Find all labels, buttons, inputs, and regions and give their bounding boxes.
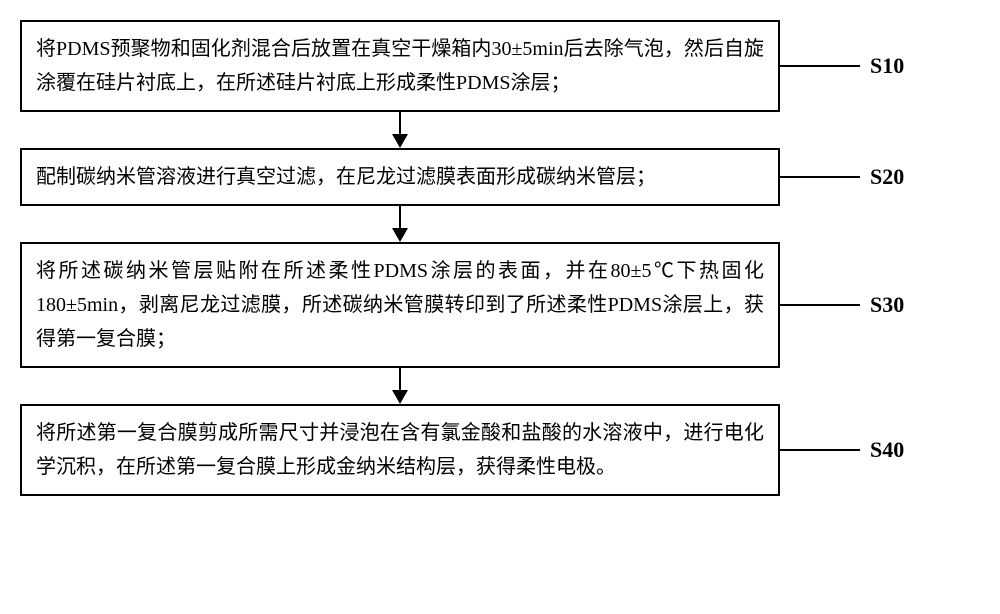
step-label: S20 (870, 164, 904, 190)
step-label: S40 (870, 437, 904, 463)
step-box-s40: 将所述第一复合膜剪成所需尺寸并浸泡在含有氯金酸和盐酸的水溶液中，进行电化学沉积，… (20, 404, 780, 496)
step-text: 配制碳纳米管溶液进行真空过滤，在尼龙过滤膜表面形成碳纳米管层； (36, 166, 656, 188)
label-connector: S30 (780, 292, 904, 318)
arrow-down (20, 368, 780, 404)
connector-line (780, 65, 860, 67)
flow-row: 配制碳纳米管溶液进行真空过滤，在尼龙过滤膜表面形成碳纳米管层； S20 (20, 148, 980, 206)
arrow-head-icon (392, 228, 408, 242)
connector-line (780, 449, 860, 451)
arrow-line (399, 368, 401, 390)
arrow-head-icon (392, 390, 408, 404)
arrow-line (399, 206, 401, 228)
connector-line (780, 176, 860, 178)
step-text: 将所述第一复合膜剪成所需尺寸并浸泡在含有氯金酸和盐酸的水溶液中，进行电化学沉积，… (36, 422, 764, 478)
flowchart-container: 将PDMS预聚物和固化剂混合后放置在真空干燥箱内30±5min后去除气泡，然后自… (20, 20, 980, 496)
step-box-s20: 配制碳纳米管溶液进行真空过滤，在尼龙过滤膜表面形成碳纳米管层； (20, 148, 780, 206)
flow-row: 将所述碳纳米管层贴附在所述柔性PDMS涂层的表面，并在80±5℃下热固化180±… (20, 242, 980, 368)
arrow-head-icon (392, 134, 408, 148)
step-text: 将所述碳纳米管层贴附在所述柔性PDMS涂层的表面，并在80±5℃下热固化180±… (36, 260, 764, 350)
connector-line (780, 304, 860, 306)
arrow-down (20, 112, 780, 148)
flow-row: 将所述第一复合膜剪成所需尺寸并浸泡在含有氯金酸和盐酸的水溶液中，进行电化学沉积，… (20, 404, 980, 496)
arrow-down (20, 206, 780, 242)
label-connector: S10 (780, 53, 904, 79)
step-box-s30: 将所述碳纳米管层贴附在所述柔性PDMS涂层的表面，并在80±5℃下热固化180±… (20, 242, 780, 368)
label-connector: S40 (780, 437, 904, 463)
step-label: S10 (870, 53, 904, 79)
step-label: S30 (870, 292, 904, 318)
step-text: 将PDMS预聚物和固化剂混合后放置在真空干燥箱内30±5min后去除气泡，然后自… (36, 38, 764, 94)
arrow-line (399, 112, 401, 134)
step-box-s10: 将PDMS预聚物和固化剂混合后放置在真空干燥箱内30±5min后去除气泡，然后自… (20, 20, 780, 112)
flow-row: 将PDMS预聚物和固化剂混合后放置在真空干燥箱内30±5min后去除气泡，然后自… (20, 20, 980, 112)
label-connector: S20 (780, 164, 904, 190)
